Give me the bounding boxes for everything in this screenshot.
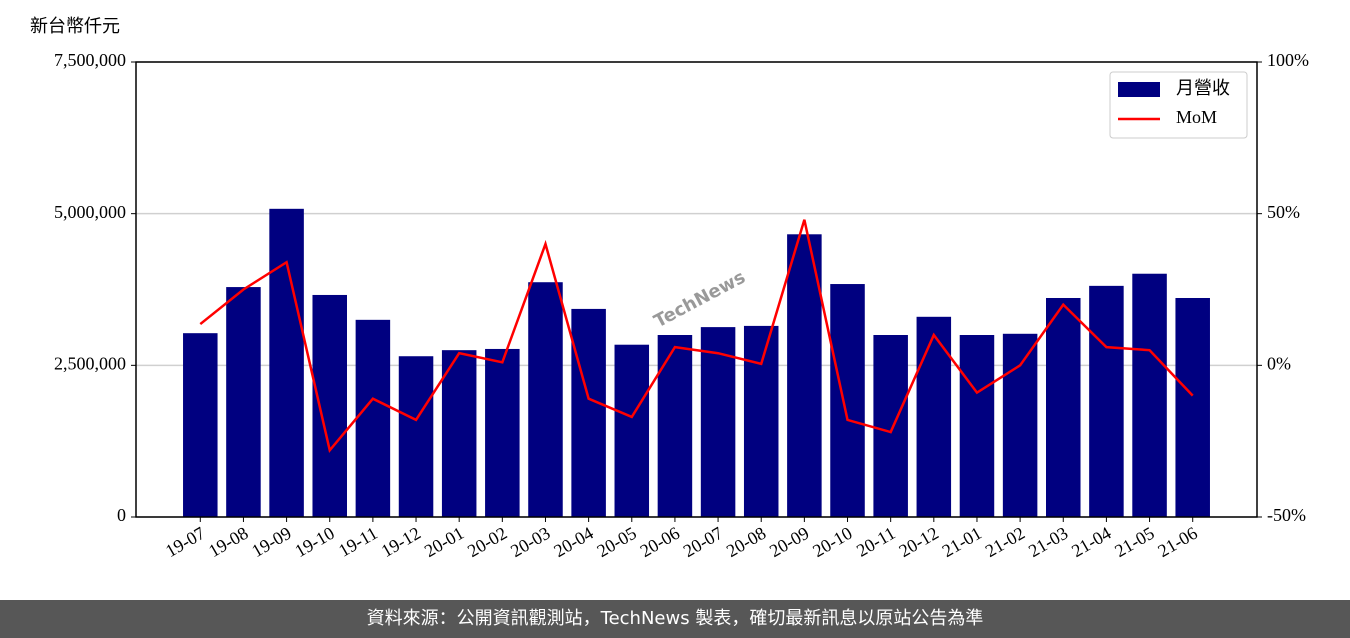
y-tick-label: 5,000,000 [54,202,126,222]
x-tick-label: 20-08 [723,523,769,561]
legend-label: 月營收 [1176,78,1230,99]
x-tick-label: 21-01 [939,523,985,561]
x-tick-label: 20-12 [896,523,942,561]
bar [571,308,606,517]
x-tick-label: 19-10 [291,523,337,561]
bar [873,335,908,517]
bar [959,335,995,517]
x-tick-label: 21-03 [1025,523,1071,561]
bar [441,350,477,517]
y2-tick-label: 50% [1267,202,1300,222]
x-tick-label: 21-02 [982,523,1028,561]
bar [787,234,822,517]
legend-swatch [1118,82,1160,97]
x-tick-label: 19-07 [162,523,208,561]
bar [355,319,391,517]
y-axis-label: 新台幣仟元 [30,16,120,37]
x-tick-label: 20-04 [550,523,596,561]
bar [657,335,693,517]
x-tick-label: 20-05 [593,523,639,561]
bar [398,356,434,517]
bar [1046,297,1081,517]
bar [1002,333,1038,517]
y-tick-label: 0 [117,505,126,525]
bar [1175,297,1210,517]
x-tick-label: 19-12 [378,523,424,561]
y2-tick-label: -50% [1267,505,1306,525]
y2-tick-label: 100% [1267,50,1309,70]
bar [183,333,218,517]
bar [700,327,736,517]
x-tick-label: 20-06 [637,523,683,561]
y-tick-label: 2,500,000 [54,353,126,373]
x-tick-label: 20-02 [464,523,510,561]
bar [226,287,261,517]
x-tick-label: 20-01 [421,523,467,561]
footer-text: 資料來源：公開資訊觀測站，TechNews 製表，確切最新訊息以原站公告為準 [367,608,984,629]
x-tick-label: 20-09 [766,523,812,561]
bar [614,344,650,517]
bar [312,294,347,517]
x-tick-label: 20-11 [853,523,899,561]
watermark: TechNews [651,267,749,333]
x-tick-label: 21-04 [1068,523,1114,561]
y-tick-label: 7,500,000 [54,50,126,70]
bar [830,284,865,517]
x-tick-label: 20-03 [507,523,553,561]
bar [916,316,952,517]
footer-bar [0,600,1350,638]
x-tick-label: 21-05 [1111,523,1157,561]
legend-label: MoM [1176,107,1217,127]
bar [485,348,520,517]
bar [269,208,304,517]
x-tick-label: 20-07 [680,523,726,561]
y2-tick-label: 0% [1267,353,1291,373]
x-tick-label: 19-11 [335,523,381,561]
plot-frame [135,61,1258,518]
line [199,219,1194,453]
bar [1089,285,1124,517]
bar [528,282,563,517]
x-tick-label: 19-08 [205,523,251,561]
x-tick-label: 21-06 [1154,523,1200,561]
x-tick-label: 19-09 [248,523,294,561]
bar [743,325,779,517]
bar [1132,273,1167,517]
x-tick-label: 20-10 [809,523,855,561]
legend: 月營收 MoM [1109,71,1248,139]
